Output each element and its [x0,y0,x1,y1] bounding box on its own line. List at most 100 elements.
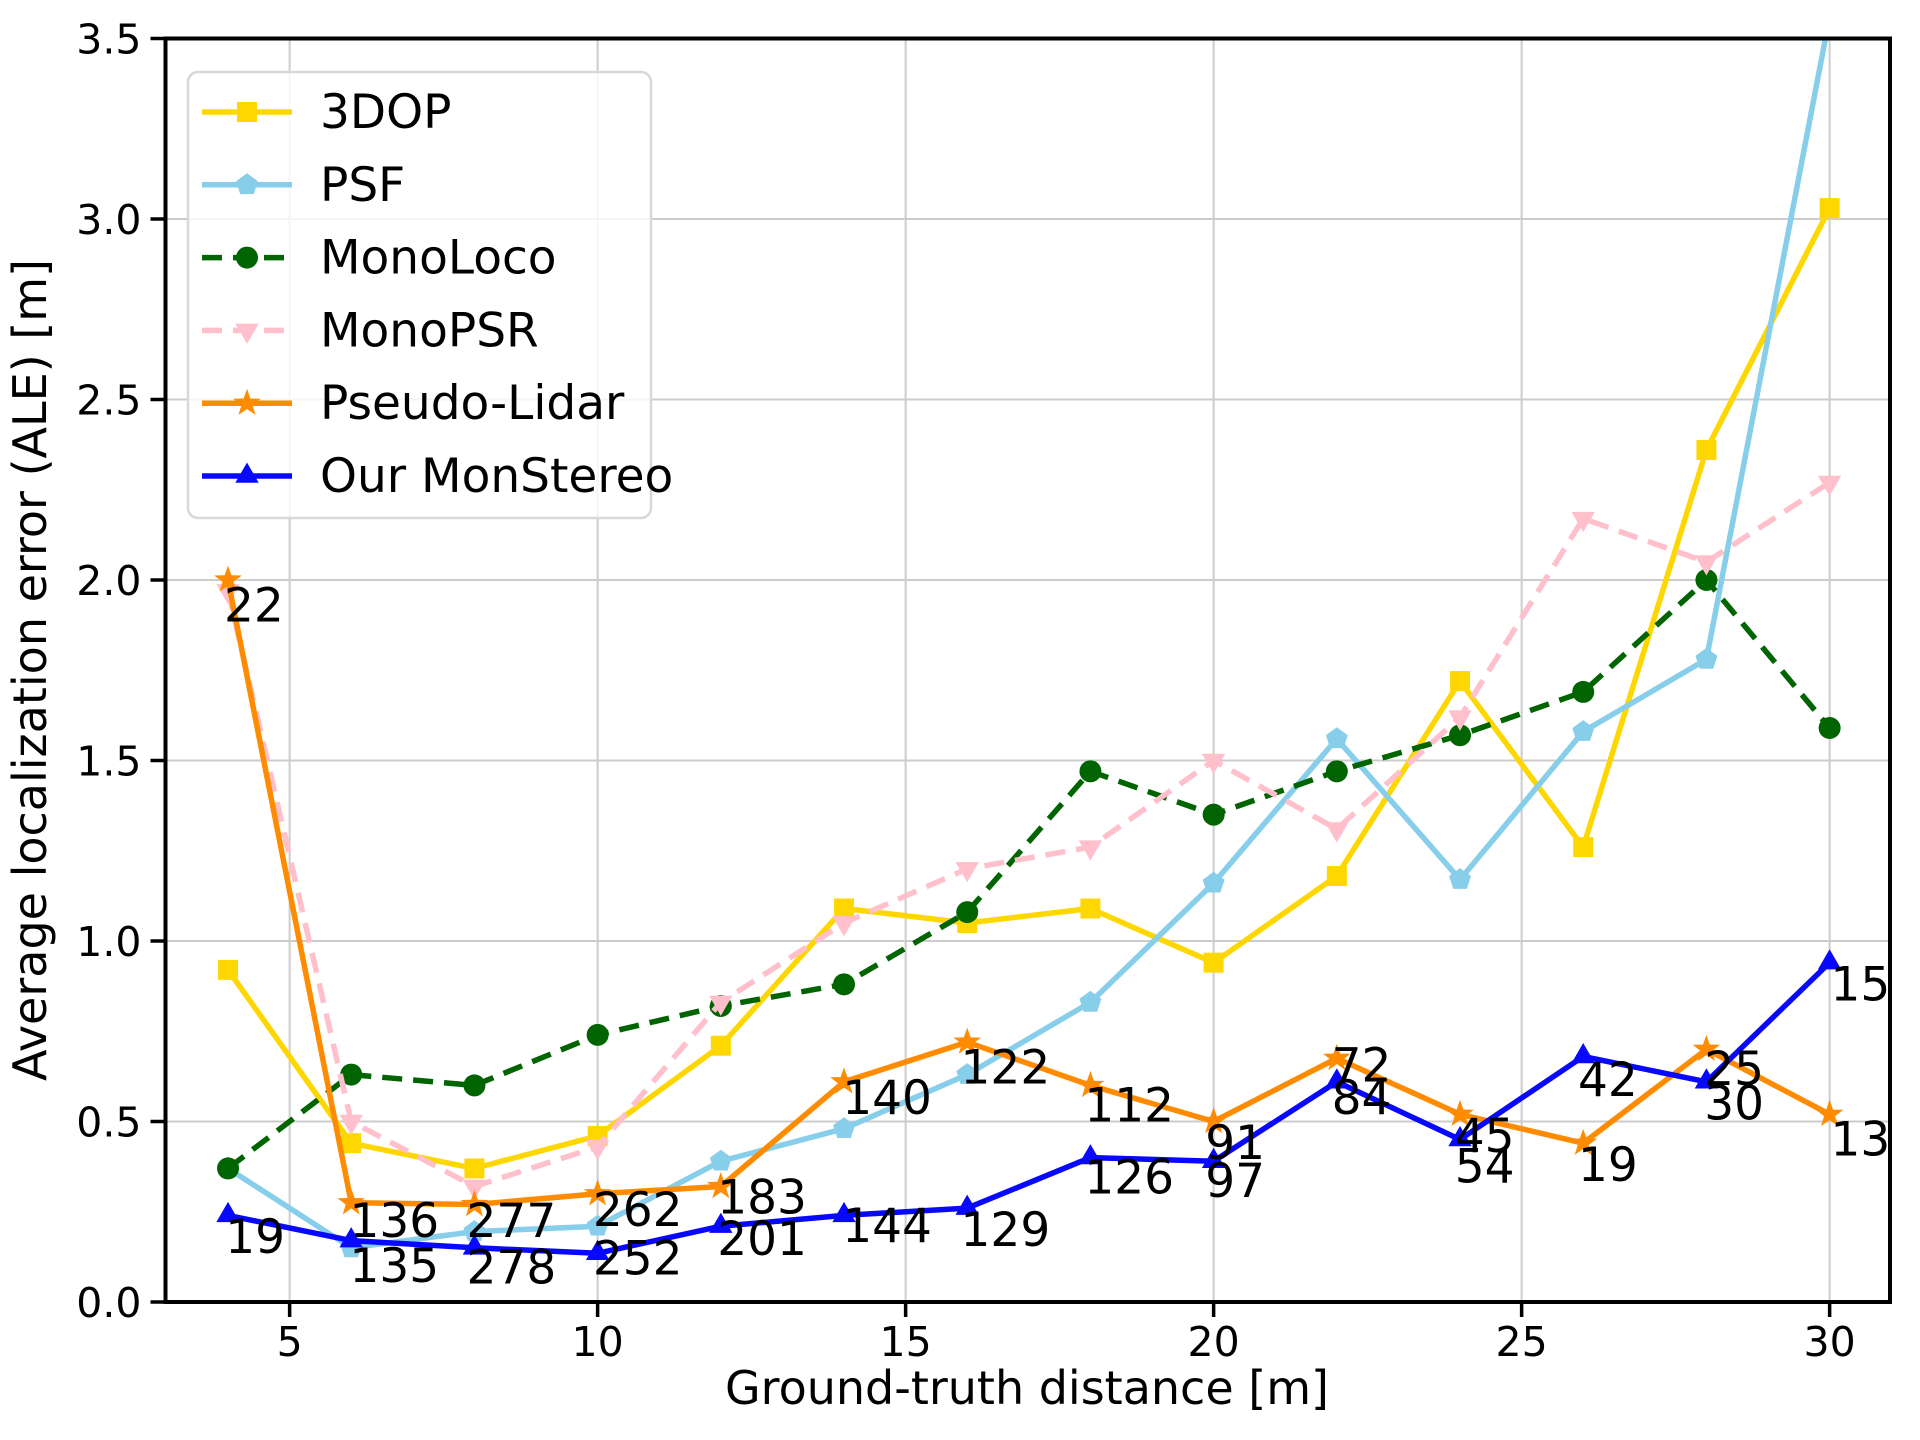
count-annotation: 278 [467,1241,557,1296]
square-marker [834,898,855,919]
circle-marker [1079,760,1102,783]
x-tick-label: 5 [277,1318,303,1366]
legend-label: Our MonStereo [320,449,673,504]
pentagon-marker [463,1220,486,1241]
square-marker [1203,952,1224,973]
triangle-down-marker [585,1140,610,1161]
legend-box [186,70,653,520]
count-annotation: 84 [1332,1071,1392,1126]
legend-item-monopsr: MonoPSR [202,303,539,358]
y-tick-label: 3.5 [76,16,141,64]
star-marker [1569,1128,1597,1155]
pentagon-marker [1202,871,1225,893]
circle-marker [1325,760,1348,783]
x-axis-label: Ground-truth distance [m] [725,1361,1329,1415]
pentagon-marker [1819,5,1841,26]
square-marker [1573,837,1594,858]
series-monopsr [216,475,1842,1200]
legend-item-psf: PSF [202,158,405,213]
star-marker [707,1172,735,1199]
count-annotation: 97 [1205,1154,1265,1209]
square-marker [1696,440,1717,461]
pentagon-marker [1449,868,1471,889]
square-marker [237,102,257,122]
count-annotation: 144 [842,1199,932,1254]
triangle-up-marker [1571,1043,1595,1064]
count-annotation: 136 [349,1194,439,1249]
star-marker [830,1067,858,1094]
triangle-up-marker [1448,1126,1472,1147]
triangle-up-marker [585,1239,610,1260]
triangle-down-marker [1078,840,1103,861]
x-tick-label: 15 [880,1318,932,1366]
series-line [226,577,1832,1171]
legend-label: PSF [320,158,405,213]
square-marker [1819,198,1840,219]
series-line [226,38,1829,1251]
count-annotation: 122 [961,1040,1051,1095]
axes: 5 10 15 20 25 300.00.51.01.52.02.53.03.5 [76,16,1892,1366]
x-tick-label: 20 [1188,1318,1240,1366]
triangle-down-marker [462,1179,487,1200]
triangle-up-marker [1201,1147,1226,1168]
triangle-up-marker [1078,1144,1103,1165]
circle-marker [217,1157,240,1180]
triangle-up-marker [339,1227,363,1248]
series-line [225,206,1833,1172]
count-annotation: 13 [1830,1113,1890,1168]
legend-item-3dop: 3DOP [202,85,451,140]
circle-marker [1572,680,1595,703]
count-annotation: 25 [1704,1042,1764,1097]
square-marker [1450,671,1471,692]
count-annotation: 45 [1455,1109,1515,1164]
count-annotation: 135 [349,1239,439,1294]
count-annotation: 201 [717,1212,807,1267]
series-line [225,480,1832,1190]
legend-label: MonoPSR [320,303,539,358]
circle-marker [1202,803,1225,826]
count-annotation: 112 [1084,1078,1174,1133]
pentagon-marker [586,1214,609,1236]
triangle-down-marker [235,323,259,344]
count-annotation: 183 [717,1170,807,1225]
triangle-up-marker [216,1201,240,1223]
y-tick-label: 0.5 [76,1099,141,1147]
y-axis-label: Average localization error (ALE) [m] [3,259,57,1081]
triangle-up-marker [1325,1068,1349,1089]
count-annotation: 252 [593,1232,683,1287]
pentagon-marker [709,1149,732,1171]
count-annotation: 19 [1578,1138,1638,1193]
square-marker [341,1133,362,1154]
triangle-up-marker [1694,1068,1719,1089]
pentagon-marker [1079,990,1102,1012]
star-marker [1076,1070,1105,1098]
pentagon-marker [1572,720,1595,741]
count-annotation: 72 [1332,1039,1392,1094]
pentagon-marker [833,1117,855,1138]
count-annotation: 262 [593,1183,683,1238]
legend-label: Pseudo-Lidar [320,376,625,431]
count-annotation: 42 [1578,1053,1638,1108]
count-annotation: 126 [1084,1151,1174,1206]
triangle-down-marker [709,995,733,1016]
y-tick-label: 0.0 [76,1279,141,1327]
star-marker [583,1179,612,1206]
count-annotation: 30 [1704,1077,1764,1132]
count-annotation: 54 [1455,1140,1515,1195]
triangle-up-marker [235,462,259,483]
count-annotation: 22 [224,578,284,633]
triangle-down-marker [339,1114,363,1135]
star-marker [953,1027,981,1054]
triangle-down-marker [1325,822,1349,843]
triangle-down-marker [832,916,856,937]
y-tick-label: 1.5 [76,738,141,786]
legend-item-monoloco: MonoLoco [202,231,557,286]
circle-marker [586,1023,609,1046]
circle-marker [1818,717,1841,740]
square-marker [464,1158,485,1179]
y-tick-label: 1.0 [76,918,141,966]
triangle-down-marker [1571,511,1595,533]
legend-label: 3DOP [320,85,451,140]
legend-item-our-monstereo: Our MonStereo [202,449,673,504]
